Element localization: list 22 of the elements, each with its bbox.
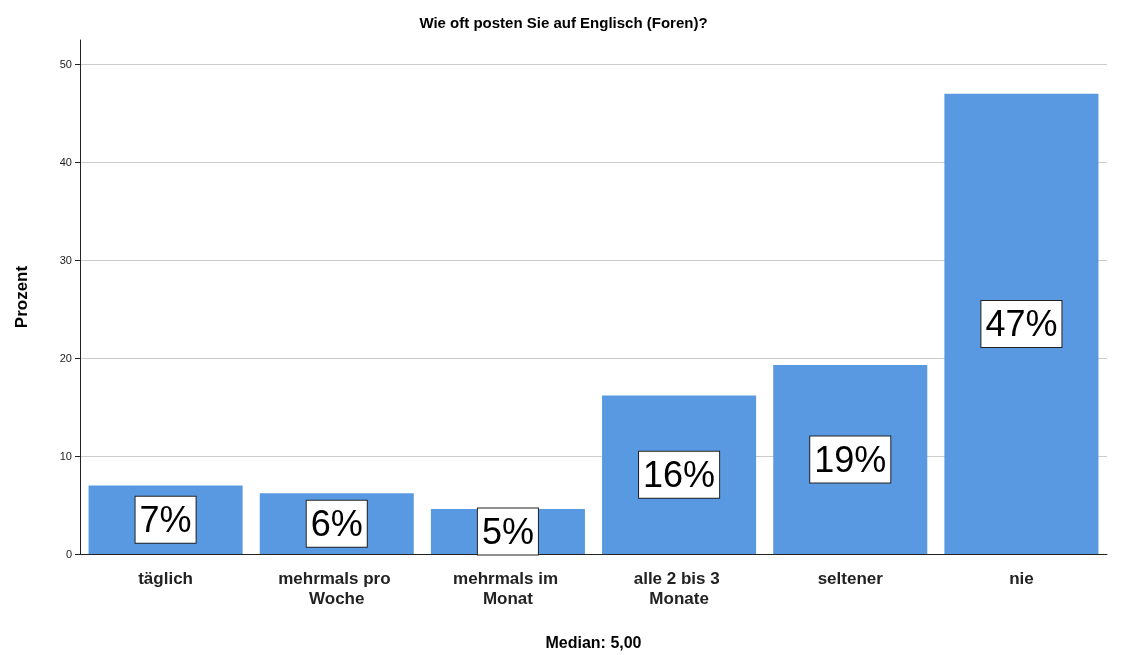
y-tick-label: 10	[59, 450, 72, 463]
x-tick-label: nie	[1009, 568, 1034, 588]
bar	[944, 93, 1099, 554]
x-tick-label: mehrmals im Monat	[453, 568, 563, 608]
y-tick-label: 30	[59, 254, 72, 267]
y-tick-label: 40	[59, 156, 72, 169]
y-tick-label: 0	[65, 548, 72, 560]
x-axis-title: Median: 5,00	[545, 633, 642, 651]
data-label: 7%	[139, 499, 192, 541]
y-tick-label: 20	[59, 352, 72, 365]
data-label: 6%	[310, 503, 363, 545]
data-label: 19%	[814, 439, 887, 481]
data-label: 16%	[643, 454, 716, 496]
y-axis-title: Prozent	[12, 265, 31, 329]
x-tick-label: seltener	[817, 568, 884, 588]
x-tick-label: mehrmals pro Woche	[278, 568, 396, 608]
y-tick-label: 50	[59, 58, 72, 71]
x-tick-label: alle 2 bis 3 Monate	[633, 568, 725, 608]
data-label: 5%	[481, 510, 534, 552]
data-label: 47%	[985, 303, 1058, 345]
x-tick-label: täglich	[138, 568, 193, 588]
chart-title: Wie oft posten Sie auf Englisch (Foren)?	[419, 14, 708, 31]
